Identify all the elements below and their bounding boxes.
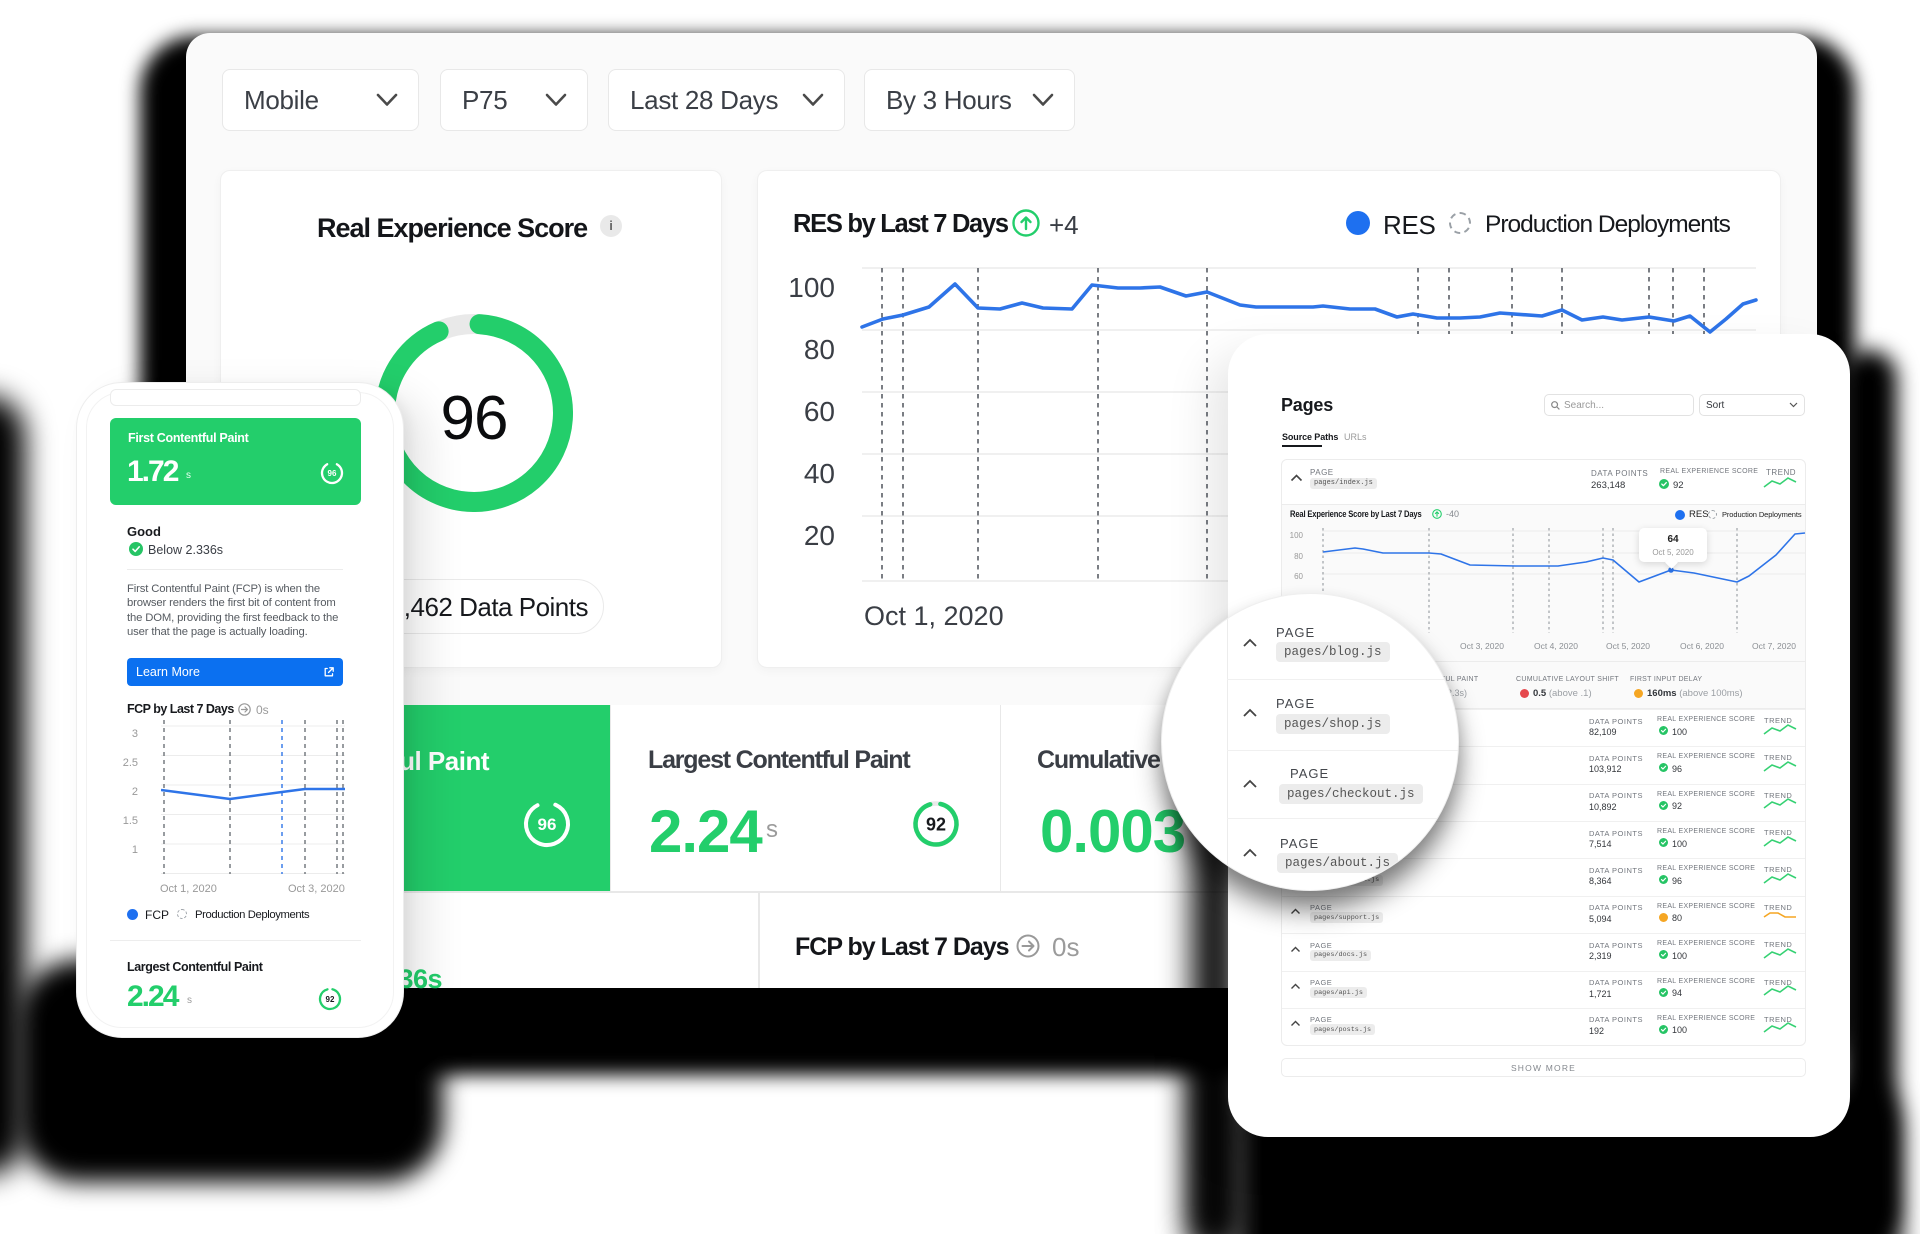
svg-text:96: 96 xyxy=(328,469,337,478)
svg-text:92: 92 xyxy=(326,995,335,1004)
svg-text:96: 96 xyxy=(538,815,557,834)
svg-text:92: 92 xyxy=(926,815,946,835)
